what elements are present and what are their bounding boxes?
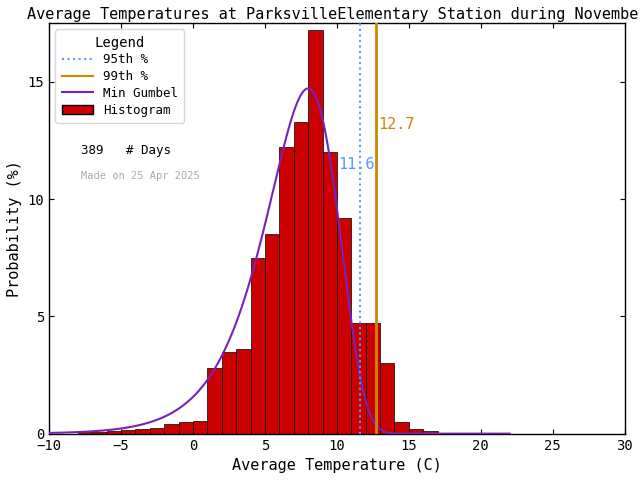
Bar bbox=[164, 424, 179, 433]
X-axis label: Average Temperature (C): Average Temperature (C) bbox=[232, 458, 442, 473]
Bar bbox=[121, 430, 136, 433]
Text: 389   # Days: 389 # Days bbox=[81, 144, 171, 157]
Bar bbox=[150, 428, 164, 433]
Text: Made on 25 Apr 2025: Made on 25 Apr 2025 bbox=[81, 171, 200, 181]
Bar bbox=[92, 432, 107, 433]
Bar bbox=[107, 432, 121, 433]
Bar bbox=[279, 147, 294, 433]
Text: 12.7: 12.7 bbox=[378, 117, 415, 132]
Title: Average Temperatures at ParksvilleElementary Station during November: Average Temperatures at ParksvilleElemen… bbox=[27, 7, 640, 22]
Bar bbox=[136, 429, 150, 433]
Y-axis label: Probability (%): Probability (%) bbox=[7, 160, 22, 297]
Legend: 95th %, 99th %, Min Gumbel, Histogram: 95th %, 99th %, Min Gumbel, Histogram bbox=[56, 29, 184, 123]
Bar bbox=[337, 218, 351, 433]
Bar bbox=[251, 258, 265, 433]
Bar bbox=[207, 368, 222, 433]
Bar bbox=[409, 429, 423, 433]
Bar bbox=[78, 432, 92, 433]
Bar bbox=[323, 152, 337, 433]
Bar bbox=[380, 363, 394, 433]
Bar bbox=[394, 422, 409, 433]
Bar bbox=[351, 324, 365, 433]
Bar bbox=[423, 432, 438, 433]
Bar bbox=[308, 30, 323, 433]
Text: 11.6: 11.6 bbox=[339, 156, 375, 171]
Bar bbox=[193, 421, 207, 433]
Bar bbox=[222, 351, 236, 433]
Bar bbox=[179, 422, 193, 433]
Bar bbox=[365, 324, 380, 433]
Bar bbox=[265, 234, 279, 433]
Bar bbox=[294, 121, 308, 433]
Bar bbox=[236, 349, 251, 433]
